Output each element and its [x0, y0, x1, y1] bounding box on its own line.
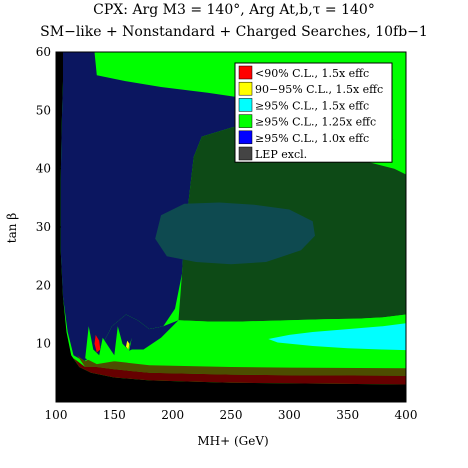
y-tick-label: 30 — [36, 220, 51, 234]
axis-ticks: 100 150 200 250 300 350 400 10 20 30 40 50 60 — [36, 45, 418, 422]
region-10 — [85, 326, 132, 365]
legend-swatch — [238, 81, 253, 96]
legend-label: ≥95% C.L., 1.0x effc — [255, 132, 369, 145]
legend-label: ≥95% C.L., 1.5x effc — [255, 99, 369, 112]
legend-swatch — [238, 146, 253, 161]
y-axis-label: tan β — [5, 213, 19, 244]
legend-swatch — [238, 65, 253, 80]
region-8 — [77, 355, 406, 376]
x-tick-label: 350 — [336, 408, 359, 422]
legend-label: LEP excl. — [255, 148, 307, 161]
y-tick-label: 60 — [36, 45, 51, 59]
region-5 — [96, 314, 407, 369]
legend-label: 90−95% C.L., 1.5x effc — [255, 83, 383, 96]
legend: <90% C.L., 1.5x effc 90−95% C.L., 1.5x ef… — [234, 62, 393, 163]
region-3 — [155, 202, 315, 265]
region-7 — [93, 314, 179, 362]
x-tick-label: 400 — [395, 408, 418, 422]
x-tick-label: 100 — [45, 408, 68, 422]
region-6 — [268, 323, 406, 351]
legend-swatch — [238, 130, 253, 145]
legend-swatch — [238, 114, 253, 128]
region-1 — [60, 52, 261, 362]
x-tick-label: 150 — [103, 408, 126, 422]
chart-title-line-2: SM−like + Nonstandard + Charged Searches… — [40, 24, 428, 40]
region-9 — [73, 358, 406, 385]
legend-label: ≥95% C.L., 1.25x effc — [255, 116, 376, 129]
y-tick-label: 10 — [36, 337, 51, 351]
y-tick-label: 20 — [36, 278, 51, 292]
y-tick-label: 40 — [36, 162, 51, 176]
x-axis-label: MH+ (GeV) — [197, 434, 268, 448]
legend-label: <90% C.L., 1.5x effc — [255, 67, 369, 80]
legend-swatch — [238, 98, 253, 112]
legend-box — [234, 62, 393, 163]
region-12 — [126, 340, 130, 350]
x-tick-label: 200 — [161, 408, 184, 422]
x-tick-label: 300 — [278, 408, 301, 422]
x-tick-label: 250 — [220, 408, 243, 422]
y-tick-label: 50 — [36, 103, 51, 117]
chart-title-line-1: CPX: Arg M3 = 140°, Arg At,b,τ = 140° — [93, 2, 375, 18]
region-11 — [94, 334, 101, 353]
